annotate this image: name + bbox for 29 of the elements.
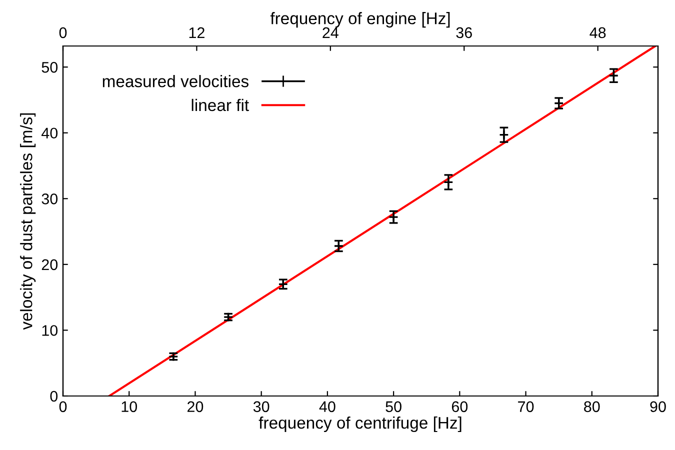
y-tick-label: 40: [42, 128, 58, 139]
y-tick-label: 20: [42, 259, 58, 270]
x-tick-label: 10: [122, 401, 138, 412]
y-tick-label: 30: [42, 194, 58, 204]
x-tick-label: 50: [386, 401, 402, 412]
y-tick-label: 0: [50, 390, 58, 402]
point: [498, 130, 509, 140]
x2-tick-label: 36: [456, 27, 472, 38]
y-axis-title: velocity of dust particles [m/s]: [20, 113, 36, 330]
x-tick-label: 30: [253, 401, 270, 412]
x2-tick-label: 24: [322, 27, 338, 38]
x-tick-label: 20: [187, 401, 204, 412]
point: [608, 70, 619, 81]
x2-tick-label: 12: [189, 27, 204, 38]
legend-label: linear fit: [192, 98, 249, 112]
y-tick-label: 10: [42, 325, 58, 336]
x2-tick-label: 48: [590, 27, 606, 38]
x-axis-title: frequency of centrifuge [Hz]: [258, 416, 462, 432]
x-tick-label: 0: [59, 401, 67, 412]
x-tick-label: 80: [584, 401, 600, 412]
x-tick-label: 40: [319, 401, 336, 412]
point: [443, 177, 454, 188]
legend-label: measured velocities: [102, 75, 248, 88]
x2-tick-label: 0: [59, 27, 67, 38]
x2-axis-title: frequency of engine [Hz]: [270, 12, 450, 28]
x-tick-label: 60: [452, 401, 468, 412]
x-tick-label: 70: [518, 401, 534, 412]
y-tick-label: 50: [42, 62, 58, 73]
x-tick-label: 90: [650, 401, 666, 412]
